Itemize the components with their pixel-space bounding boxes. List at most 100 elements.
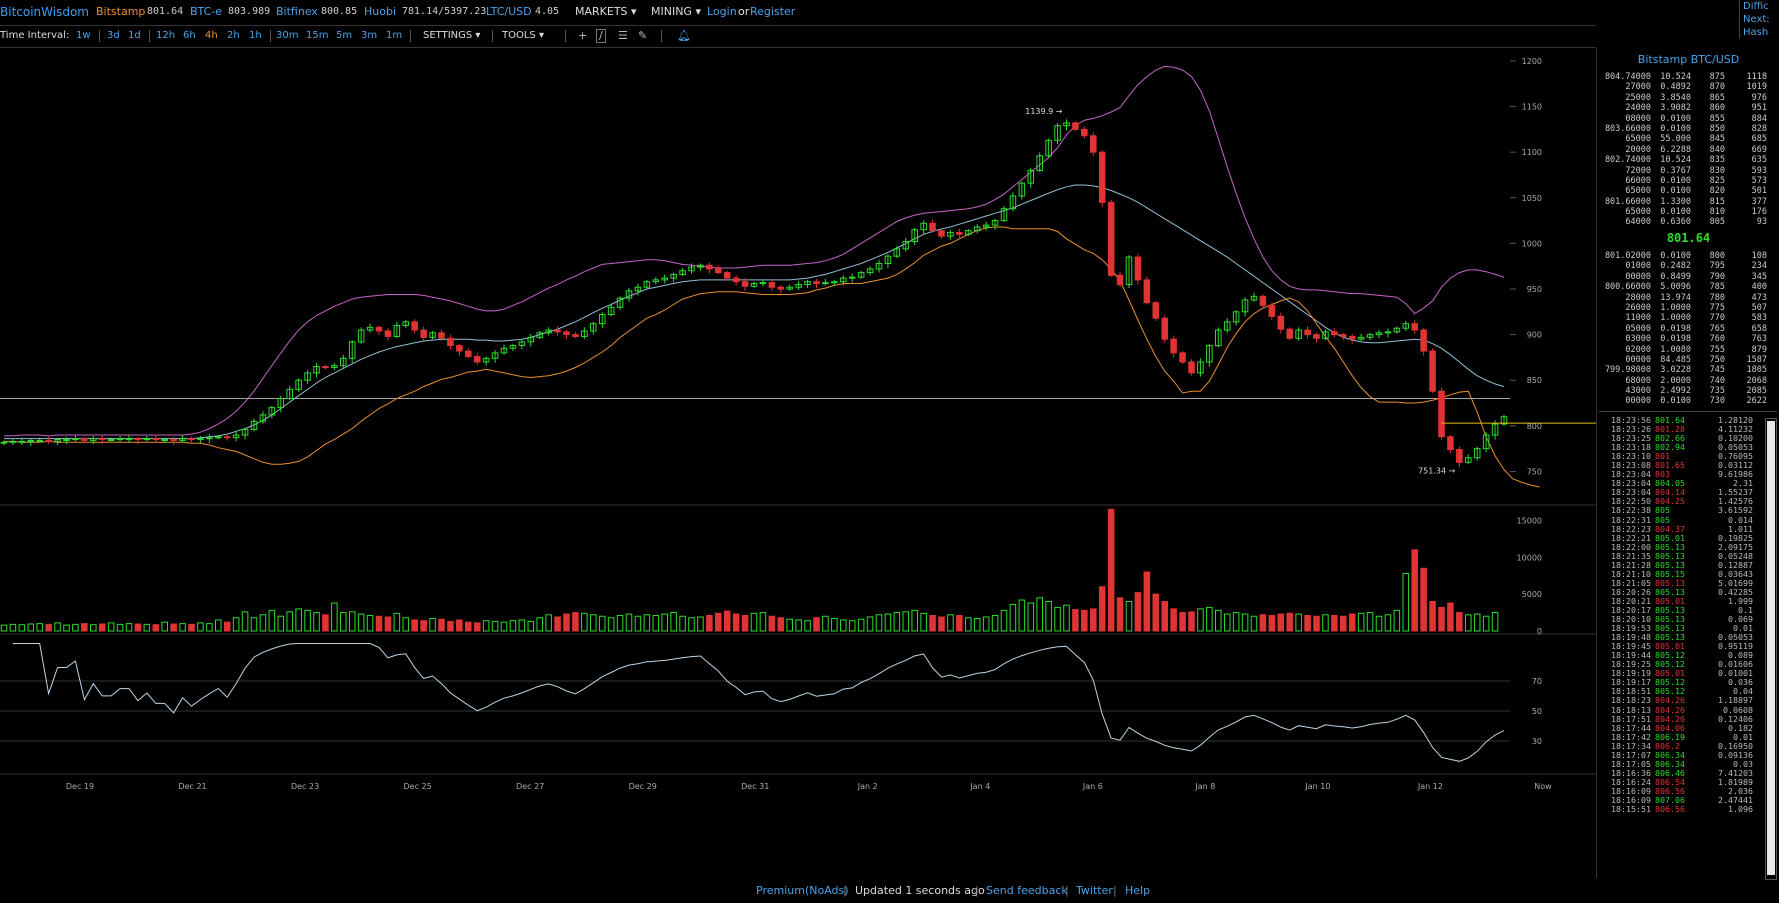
bid-row: 00000 0.8499 790 345: [1597, 272, 1779, 282]
ask-amount: 0.0100: [1660, 207, 1691, 218]
volume-bar: [27, 623, 35, 632]
volume-bar: [1411, 549, 1418, 632]
bid-cumulative: 2085: [1746, 386, 1767, 397]
volume-bar: [956, 615, 963, 632]
candle-body: [429, 332, 436, 338]
interval-5m[interactable]: 5m: [336, 30, 353, 41]
twitter-link[interactable]: Twitter: [1076, 884, 1113, 897]
volume-bar: [1375, 615, 1383, 632]
interval-toolbar: Time Interval: 1w 3d 1d 12h 6h 4h 2h 1h …: [0, 26, 1779, 46]
volume-bar: [456, 619, 463, 632]
ask-cumulative: 593: [1751, 165, 1767, 176]
line-tool-icon[interactable]: ∕: [596, 29, 606, 43]
price-chart[interactable]: 1200 1150 1100 1050 1000 950 900 850 800 750 15000…: [0, 48, 1596, 878]
candle-body: [500, 347, 508, 354]
ask-level: 810: [1709, 207, 1725, 218]
interval-30m[interactable]: 30m: [276, 30, 299, 41]
trade-price: 805.15: [1655, 568, 1685, 579]
volume-bar: [90, 624, 97, 632]
settings-menu[interactable]: SETTINGS ▾: [423, 26, 480, 46]
mining-menu[interactable]: MINING ▾: [651, 0, 701, 24]
hashrate-label: Hash: [1743, 27, 1769, 38]
volume-bar: [1491, 612, 1499, 632]
candle-body: [929, 222, 936, 232]
interval-1d[interactable]: 1d: [128, 30, 141, 41]
candle-body: [911, 229, 918, 243]
scrollbar-thumb[interactable]: [1767, 421, 1775, 875]
menu-lines-icon[interactable]: ☰: [618, 29, 628, 42]
bid-price: 801.02000: [1604, 251, 1651, 261]
trade-amount: 1.999: [1728, 595, 1753, 606]
volume-bar: [1098, 586, 1106, 632]
chevron-down-icon: ▾: [695, 5, 701, 18]
interval-4h[interactable]: 4h: [205, 30, 218, 41]
markets-menu[interactable]: MARKETS ▾: [575, 0, 637, 24]
interval-6h[interactable]: 6h: [183, 30, 196, 41]
trade-time: 18:20:10: [1611, 614, 1651, 625]
trade-amount: 0.16950: [1718, 740, 1753, 751]
divider: [565, 30, 566, 42]
pen-tool-icon[interactable]: ✎: [638, 29, 648, 42]
trade-row: 18:23:26 801.28 4.11232: [1597, 424, 1779, 434]
trade-time: 18:21:35: [1611, 550, 1651, 561]
interval-15m[interactable]: 15m: [306, 30, 329, 41]
site-logo[interactable]: BitcoinWisdom: [0, 5, 89, 19]
volume-bar: [973, 617, 981, 632]
help-link[interactable]: Help: [1125, 884, 1151, 897]
trade-amount: 0.03: [1733, 758, 1753, 769]
interval-12h[interactable]: 12h: [156, 30, 176, 41]
volume-tick-label: 5000: [1522, 590, 1542, 599]
trade-row: 18:22:21 805.01 0.19825: [1597, 533, 1779, 543]
trade-price: 804.25: [1655, 496, 1685, 507]
candle-body: [670, 273, 677, 279]
volume-tick-label: 0: [1537, 627, 1542, 636]
ask-amount: 0.6360: [1660, 217, 1691, 228]
bid-cumulative: 400: [1751, 282, 1767, 293]
candle-body: [965, 230, 972, 235]
register-link[interactable]: Register: [750, 5, 796, 18]
candle-body: [206, 437, 213, 440]
candle-body: [1116, 274, 1124, 285]
interval-1w[interactable]: 1w: [76, 30, 91, 41]
bid-level: 780: [1709, 292, 1725, 303]
market-bitfinex-link[interactable]: Bitfinex: [276, 5, 318, 18]
market-btce-link[interactable]: BTC-e: [190, 5, 223, 18]
trade-time: 18:20:17: [1611, 604, 1651, 615]
trade-time: 18:23:10: [1611, 451, 1651, 462]
candle-body: [509, 345, 517, 349]
x-axis-label: Jan 12: [1417, 782, 1443, 791]
market-bitstamp-link[interactable]: Bitstamp: [96, 5, 146, 18]
crosshair-icon[interactable]: +: [578, 29, 588, 42]
bid-price: 28000: [1625, 292, 1651, 303]
candle-body: [1063, 122, 1070, 127]
interval-3m[interactable]: 3m: [361, 30, 378, 41]
x-axis-label: Jan 8: [1194, 782, 1215, 791]
bid-level: 755: [1709, 344, 1725, 355]
ask-level: 835: [1709, 155, 1725, 166]
bid-cumulative: 1587: [1746, 354, 1767, 365]
volume-bar: [54, 622, 61, 632]
interval-1m[interactable]: 1m: [386, 30, 403, 41]
rsi-tick-label: 50: [1532, 707, 1542, 716]
login-link[interactable]: Login: [707, 5, 737, 18]
volume-bar: [232, 617, 240, 632]
candle-body: [72, 438, 79, 441]
send-feedback-link[interactable]: Send feedback: [986, 884, 1068, 897]
trade-row: 18:19:45 805.01 0.95119: [1597, 642, 1779, 651]
premium-link[interactable]: Premium(NoAds): [756, 884, 849, 897]
chevron-down-icon: ▾: [631, 5, 637, 18]
interval-3d[interactable]: 3d: [107, 30, 120, 41]
volume-bar: [804, 620, 811, 632]
alert-bell-icon[interactable]: 🔔︎: [677, 29, 691, 42]
interval-1h[interactable]: 1h: [249, 30, 262, 41]
trade-price: 805.01: [1655, 641, 1685, 652]
tools-menu[interactable]: TOOLS ▾: [502, 26, 544, 46]
trade-amount: 7.41203: [1718, 767, 1753, 778]
candle-body: [884, 255, 892, 264]
interval-2h[interactable]: 2h: [227, 30, 240, 41]
trades-scrollbar[interactable]: [1765, 418, 1777, 880]
market-ltcusd-link[interactable]: LTC/USD: [486, 5, 532, 18]
volume-bar: [259, 614, 267, 632]
volume-bar: [277, 615, 285, 632]
market-huobi-link[interactable]: Huobi: [364, 5, 397, 18]
